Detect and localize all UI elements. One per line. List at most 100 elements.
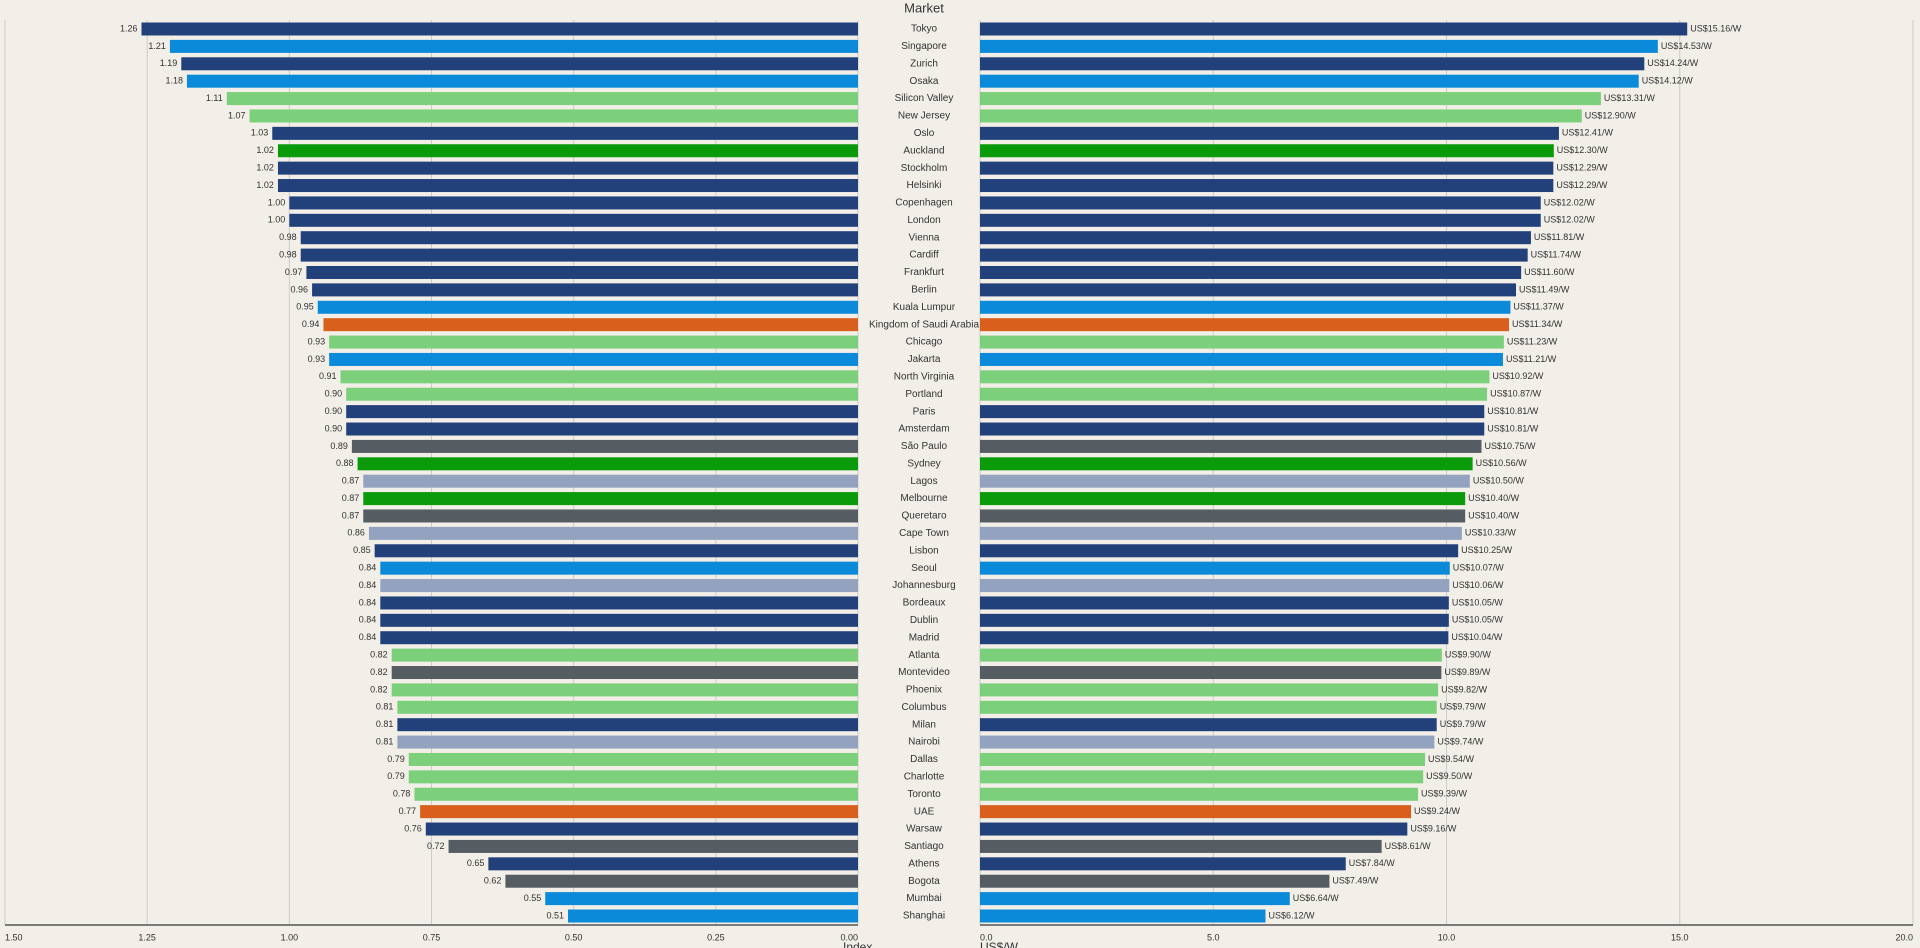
value-label: 1.21 bbox=[148, 41, 166, 51]
value-label: 0.84 bbox=[359, 632, 377, 642]
bar bbox=[186, 74, 858, 88]
value-label: 0.82 bbox=[370, 667, 388, 677]
value-label: 0.91 bbox=[319, 371, 337, 381]
bar bbox=[980, 874, 1330, 888]
bar bbox=[980, 248, 1528, 262]
value-label: US$11.21/W bbox=[1506, 354, 1557, 364]
bar bbox=[363, 509, 858, 523]
bar bbox=[329, 335, 858, 349]
value-label: US$7.84/W bbox=[1349, 858, 1396, 868]
bar bbox=[980, 405, 1485, 419]
value-label: 0.81 bbox=[376, 702, 394, 712]
bar bbox=[408, 770, 858, 784]
value-label: 0.84 bbox=[359, 580, 377, 590]
value-label: 0.76 bbox=[404, 823, 422, 833]
value-label: 0.85 bbox=[353, 545, 371, 555]
category-label: Dallas bbox=[910, 754, 938, 765]
value-label: US$7.49/W bbox=[1332, 876, 1379, 886]
value-label: US$11.37/W bbox=[1513, 302, 1564, 312]
bar bbox=[980, 144, 1554, 158]
bar bbox=[300, 231, 858, 245]
value-label: 0.81 bbox=[376, 736, 394, 746]
bar bbox=[980, 509, 1466, 523]
category-label: London bbox=[907, 215, 940, 226]
bar bbox=[346, 387, 858, 401]
value-label: 0.84 bbox=[359, 563, 377, 573]
category-label: Melbourne bbox=[900, 493, 948, 504]
x-tick-label: 0.25 bbox=[707, 932, 725, 942]
value-label: 0.51 bbox=[546, 910, 564, 920]
bar bbox=[980, 822, 1408, 836]
bar bbox=[317, 300, 858, 314]
category-label: Silicon Valley bbox=[895, 93, 954, 104]
bar bbox=[980, 579, 1450, 593]
category-label: Madrid bbox=[909, 632, 940, 643]
value-label: US$13.31/W bbox=[1604, 93, 1656, 103]
category-label: Dublin bbox=[910, 615, 938, 626]
value-label: 0.82 bbox=[370, 649, 388, 659]
bar bbox=[980, 770, 1424, 784]
category-label: Charlotte bbox=[904, 772, 945, 783]
category-label: UAE bbox=[914, 806, 935, 817]
category-label: São Paulo bbox=[901, 441, 948, 452]
bar bbox=[397, 735, 858, 749]
value-label: 0.78 bbox=[393, 789, 411, 799]
bar bbox=[391, 683, 858, 697]
bar bbox=[374, 544, 858, 558]
value-label: US$12.29/W bbox=[1556, 180, 1608, 190]
value-label: US$9.16/W bbox=[1410, 823, 1457, 833]
bar bbox=[277, 179, 859, 193]
value-label: US$9.90/W bbox=[1445, 649, 1492, 659]
category-label: Montevideo bbox=[898, 667, 950, 678]
value-label: 1.03 bbox=[251, 128, 269, 138]
bar bbox=[980, 231, 1531, 245]
x-tick-label: 15.0 bbox=[1671, 932, 1689, 942]
bar bbox=[300, 248, 858, 262]
bar bbox=[980, 839, 1382, 853]
x-axis-label: US$/W bbox=[980, 940, 1019, 948]
value-label: 1.00 bbox=[268, 197, 286, 207]
bar bbox=[380, 613, 858, 627]
bar bbox=[289, 213, 858, 227]
bar bbox=[346, 405, 858, 419]
category-label: Auckland bbox=[903, 145, 944, 156]
value-label: 0.88 bbox=[336, 458, 354, 468]
bar bbox=[980, 805, 1412, 819]
value-label: 0.87 bbox=[342, 493, 360, 503]
bar bbox=[980, 265, 1522, 279]
value-label: 0.81 bbox=[376, 719, 394, 729]
bar bbox=[980, 109, 1582, 123]
bar bbox=[980, 718, 1437, 732]
category-label: Amsterdam bbox=[898, 424, 949, 435]
value-label: 0.79 bbox=[387, 771, 405, 781]
bar bbox=[277, 161, 859, 175]
value-label: US$10.81/W bbox=[1487, 406, 1539, 416]
bar bbox=[980, 909, 1266, 923]
category-label: Lagos bbox=[910, 476, 937, 487]
value-label: US$11.23/W bbox=[1507, 336, 1558, 346]
bar bbox=[980, 179, 1554, 193]
value-label: US$9.39/W bbox=[1421, 789, 1468, 799]
category-label: Kingdom of Saudi Arabia bbox=[869, 319, 980, 330]
value-label: US$11.49/W bbox=[1519, 284, 1570, 294]
value-label: US$10.81/W bbox=[1487, 423, 1539, 433]
bar bbox=[346, 422, 858, 436]
bar bbox=[414, 787, 858, 801]
bar bbox=[181, 57, 858, 71]
category-label: Portland bbox=[905, 389, 942, 400]
value-label: 0.84 bbox=[359, 615, 377, 625]
bar bbox=[980, 683, 1439, 697]
bar bbox=[380, 596, 858, 610]
value-label: US$12.29/W bbox=[1556, 163, 1608, 173]
bar bbox=[980, 787, 1419, 801]
bar bbox=[980, 613, 1449, 627]
bar bbox=[980, 92, 1601, 106]
value-label: US$10.40/W bbox=[1468, 510, 1520, 520]
category-label: Bogota bbox=[908, 876, 940, 887]
bar bbox=[980, 735, 1435, 749]
category-label: Berlin bbox=[911, 285, 937, 296]
category-label: Helsinki bbox=[906, 180, 941, 191]
x-tick-label: 1.50 bbox=[5, 932, 23, 942]
bar bbox=[980, 213, 1541, 227]
value-label: US$10.40/W bbox=[1468, 493, 1520, 503]
